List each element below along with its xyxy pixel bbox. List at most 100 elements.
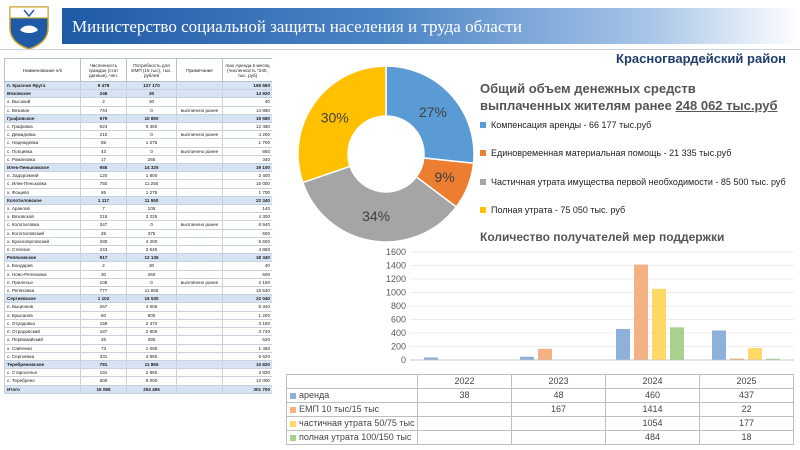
table-cell: с. Вязовое bbox=[4, 105, 81, 115]
bar bbox=[670, 327, 684, 360]
data-cell: 18 bbox=[699, 430, 794, 445]
table-cell: 85 bbox=[80, 187, 127, 197]
data-cell: 22 bbox=[699, 402, 794, 417]
table-cell: 2 805 bbox=[126, 327, 177, 337]
legend-swatch bbox=[480, 150, 486, 156]
table-cell bbox=[176, 179, 223, 189]
table-cell: с. Графовка bbox=[4, 122, 81, 132]
settlements-table-panel: Наименование н/п Численность граждан (ста… bbox=[4, 58, 272, 446]
data-cell: 1054 bbox=[605, 416, 700, 431]
table-cell: 750 bbox=[80, 179, 127, 189]
table-cell: 7 bbox=[80, 204, 127, 214]
donut-slice bbox=[385, 65, 475, 165]
table-row: х. Вязовской 215 3 225 4 300 bbox=[4, 212, 272, 222]
table-header-cell: Примечание bbox=[176, 58, 223, 82]
table-cell: 267 bbox=[80, 302, 127, 312]
table-cell: 204 495 bbox=[126, 384, 177, 394]
y-tick-label: 0 bbox=[401, 355, 406, 365]
table-header-row: Наименование н/п Численность граждан (ста… bbox=[4, 58, 272, 82]
table-cell: 73 bbox=[80, 343, 127, 353]
table-cell: 120 bbox=[80, 171, 127, 181]
table-row: х. Колотиловский 25 375 500 bbox=[4, 228, 272, 238]
donut-title-text: Общий объем денежных средств выплаченных… bbox=[480, 81, 696, 113]
table-cell: 624 bbox=[80, 122, 127, 132]
series-name: ЕМП 10 тыс/15 тыс bbox=[299, 404, 380, 414]
table-cell bbox=[176, 122, 223, 132]
table-cell: х. Араклов bbox=[4, 204, 81, 214]
table-cell: 1 700 bbox=[222, 138, 272, 148]
table-cell bbox=[176, 359, 223, 370]
table-cell bbox=[176, 327, 223, 337]
legend-swatch bbox=[290, 392, 296, 399]
table-cell: 9 000 bbox=[126, 376, 177, 386]
table-cell bbox=[176, 195, 223, 206]
bar bbox=[424, 357, 438, 360]
table-cell: 30 bbox=[126, 261, 177, 271]
table-cell: Вязовское bbox=[4, 89, 81, 99]
donut-slice-label: 30% bbox=[321, 109, 349, 125]
table-cell: 1 275 bbox=[126, 138, 177, 148]
settlements-table: Наименование н/п Численность граждан (ста… bbox=[4, 58, 272, 394]
table-cell: 2 160 bbox=[222, 277, 272, 288]
table-cell: 246 bbox=[80, 89, 127, 99]
table-cell: 1 200 bbox=[222, 310, 272, 320]
table-cell bbox=[176, 343, 223, 353]
data-cell bbox=[511, 430, 606, 445]
bar bbox=[520, 356, 534, 360]
table-cell bbox=[176, 97, 223, 107]
data-table-year: 2023 bbox=[511, 374, 606, 389]
table-cell: п. Прилесье bbox=[4, 277, 81, 288]
y-tick-label: 1000 bbox=[386, 288, 406, 298]
table-row: п. Степное 243 3 645 4 860 bbox=[4, 245, 272, 255]
table-cell: Итого bbox=[4, 384, 81, 394]
table-cell: 0 bbox=[126, 277, 177, 288]
table-cell: 187 bbox=[80, 327, 127, 337]
table-header-cell: Численность граждан (стат данные), чел. bbox=[80, 58, 127, 82]
table-cell: х. Первомайский bbox=[4, 335, 81, 345]
data-cell bbox=[417, 402, 512, 417]
bar-chart-data-table: 2022 2023 2024 2025 аренда 38 48 460 437… bbox=[286, 374, 794, 445]
table-cell: 979 bbox=[80, 113, 127, 124]
table-cell: Колотиловское bbox=[4, 195, 81, 206]
table-cell bbox=[176, 187, 223, 197]
table-cell: 15 085 bbox=[80, 384, 127, 394]
table-cell bbox=[176, 154, 223, 165]
series-label: полная утрата 100/150 тыс bbox=[286, 430, 418, 445]
table-row: х. Крысанов 60 900 1 200 bbox=[4, 310, 272, 320]
table-group-row: Теребреновское 791 11 865 15 820 bbox=[4, 359, 272, 370]
table-cell: 14 880 bbox=[222, 105, 272, 115]
table-cell: 0 bbox=[126, 146, 177, 156]
table-cell: 25 bbox=[80, 228, 127, 238]
table-row: х. Первомайский 26 390 520 bbox=[4, 335, 272, 345]
table-cell: п. Отрадовский bbox=[4, 327, 81, 337]
table-cell: 60 bbox=[80, 310, 127, 320]
table-cell: 3 160 bbox=[222, 318, 272, 329]
table-cell bbox=[176, 286, 223, 296]
table-group-row: Репяховское 917 12 135 18 340 bbox=[4, 253, 272, 263]
data-cell: 167 bbox=[511, 402, 606, 417]
legend-swatch bbox=[480, 122, 486, 128]
table-header-cell: max Аренда в месяц (численность *240, ты… bbox=[222, 58, 272, 82]
table-cell: 140 bbox=[222, 204, 272, 214]
data-cell: 38 bbox=[417, 388, 512, 403]
bar-chart-title: Количество получателей мер поддержки bbox=[480, 230, 725, 244]
table-cell: 3 740 bbox=[222, 327, 272, 337]
table-cell: 3 645 bbox=[126, 245, 177, 255]
table-cell bbox=[176, 113, 223, 124]
table-row: с. Колотиловка 347 0 выплачено ранее 6 940 bbox=[4, 220, 272, 230]
table-cell bbox=[176, 302, 223, 312]
table-cell: 390 bbox=[126, 335, 177, 345]
table-cell: 191 bbox=[80, 368, 127, 378]
table-cell: 243 bbox=[80, 245, 127, 255]
donut-slice-label: 34% bbox=[362, 208, 390, 224]
table-cell: х. Вязовской bbox=[4, 212, 81, 222]
bar bbox=[766, 358, 780, 360]
table-cell: 5 600 bbox=[222, 236, 272, 247]
donut-title-amount: 248 062 тыс.руб bbox=[675, 98, 778, 113]
table-cell: 917 bbox=[80, 253, 127, 263]
data-cell bbox=[417, 430, 512, 445]
table-cell: 215 bbox=[80, 212, 127, 222]
table-cell: 127 170 bbox=[126, 80, 177, 91]
table-cell bbox=[176, 89, 223, 99]
donut-legend-label: Полная утрата - 75 050 тыс. руб bbox=[491, 205, 626, 215]
